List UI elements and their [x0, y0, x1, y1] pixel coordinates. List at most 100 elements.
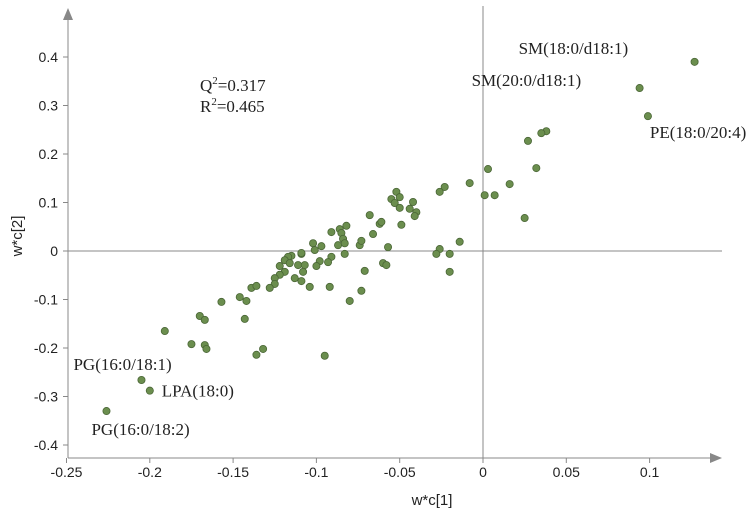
- x-axis-arrow: [710, 453, 722, 463]
- data-point: [465, 179, 474, 188]
- x-tick-label: 0.05: [553, 464, 580, 480]
- y-tick-label: 0.3: [39, 98, 59, 114]
- data-point: [440, 182, 449, 191]
- point-annotation: SM(20:0/d18:1): [472, 71, 582, 90]
- data-point: [297, 277, 306, 286]
- data-point: [365, 211, 374, 220]
- y-tick-label: -0.2: [34, 340, 58, 356]
- x-axis-label: w*c[1]: [411, 492, 453, 509]
- data-point: [409, 198, 418, 207]
- data-point: [435, 187, 444, 196]
- data-point: [490, 191, 499, 200]
- data-point: [340, 239, 349, 248]
- data-point: [297, 248, 306, 257]
- data-point: [320, 351, 329, 360]
- data-point: [187, 340, 196, 349]
- y-tick-label: -0.4: [34, 437, 58, 453]
- data-point: [324, 258, 333, 267]
- data-point: [275, 262, 284, 271]
- data-point: [160, 327, 169, 336]
- data-point: [285, 259, 294, 268]
- data-point: [455, 237, 464, 246]
- point-annotation: LPA(18:0): [162, 382, 234, 401]
- x-tick-label: 0: [479, 464, 487, 480]
- y-axis-label: w*c[2]: [9, 216, 26, 258]
- data-point: [240, 314, 249, 323]
- y-axis-arrow: [63, 8, 73, 20]
- data-point: [265, 283, 274, 292]
- data-point: [377, 217, 386, 226]
- data-point: [340, 249, 349, 258]
- data-point: [290, 274, 299, 283]
- data-point: [405, 204, 414, 213]
- x-tick-label: -0.2: [138, 464, 162, 480]
- data-point: [310, 246, 319, 255]
- data-point: [384, 243, 393, 252]
- point-annotation: PG(16:0/18:1): [73, 355, 171, 374]
- data-point: [217, 297, 226, 306]
- data-point: [445, 267, 454, 276]
- data-point: [480, 191, 489, 200]
- x-tick-label: -0.05: [384, 464, 416, 480]
- data-point: [432, 249, 441, 258]
- data-point: [635, 84, 644, 93]
- y-tick-label: -0.1: [34, 292, 58, 308]
- data-point: [305, 282, 314, 291]
- labels: Q2=0.317 R2=0.465 w*c[1] w*c[2] SM(18:0/…: [9, 39, 746, 509]
- data-point: [299, 267, 308, 276]
- data-point: [523, 136, 532, 145]
- data-point: [397, 220, 406, 229]
- data-point: [294, 261, 303, 270]
- data-point: [690, 57, 699, 66]
- y-tick-label: 0: [50, 243, 58, 259]
- axes: -0.25 -0.2 -0.15 -0.1 -0.05 0 0.05 0.1 -0.4 -0.3 -…: [34, 6, 722, 480]
- point-annotation: PE(18:0/20:4): [650, 123, 746, 142]
- data-point: [327, 228, 336, 237]
- x-tick-label: -0.15: [217, 464, 249, 480]
- point-annotation: SM(18:0/d18:1): [519, 39, 629, 58]
- data-point: [537, 129, 546, 138]
- data-point: [102, 407, 111, 416]
- data-point: [520, 214, 529, 223]
- data-point: [325, 282, 334, 291]
- points: [102, 57, 699, 416]
- data-point: [137, 376, 146, 385]
- data-point: [395, 203, 404, 212]
- data-point: [309, 239, 318, 248]
- r2-stat: R2=0.465: [200, 96, 265, 116]
- data-point: [483, 165, 492, 174]
- data-point: [259, 344, 268, 353]
- data-point: [252, 281, 261, 290]
- data-point: [235, 293, 244, 302]
- x-tick-label: -0.1: [304, 464, 328, 480]
- data-point: [532, 164, 541, 173]
- y-tick-label: 0.4: [39, 49, 59, 65]
- data-point: [200, 315, 209, 324]
- data-point: [357, 236, 366, 245]
- data-point: [382, 261, 391, 270]
- data-point: [345, 296, 354, 305]
- data-point: [445, 249, 454, 258]
- data-point: [145, 386, 154, 395]
- data-point: [390, 198, 399, 207]
- data-point: [202, 344, 211, 353]
- data-point: [360, 266, 369, 275]
- data-point: [252, 350, 261, 359]
- data-point: [300, 261, 309, 270]
- data-point: [334, 241, 343, 250]
- q2-stat: Q2=0.317: [200, 75, 266, 95]
- data-point: [317, 242, 326, 251]
- y-tick-label: 0.1: [39, 195, 59, 211]
- data-point: [369, 230, 378, 239]
- y-tick-label: 0.2: [39, 146, 59, 162]
- data-point: [342, 221, 351, 230]
- data-point: [505, 180, 514, 189]
- x-tick-label: 0.1: [640, 464, 660, 480]
- data-point: [242, 296, 251, 305]
- data-point: [395, 193, 404, 202]
- y-tick-label: -0.3: [34, 389, 58, 405]
- point-annotation: PG(16:0/18:2): [91, 420, 189, 439]
- x-tick-label: -0.25: [51, 464, 83, 480]
- data-point: [643, 112, 652, 121]
